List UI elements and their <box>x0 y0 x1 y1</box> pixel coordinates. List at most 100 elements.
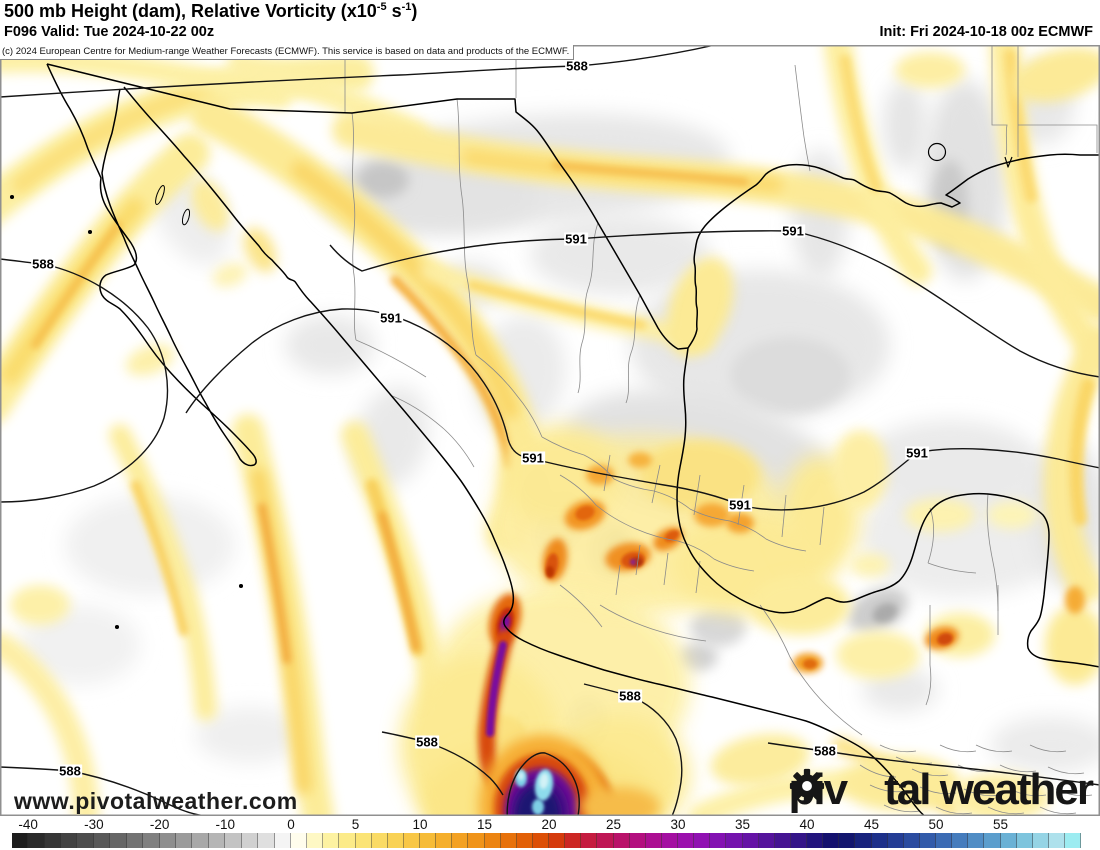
colorbar-cell <box>436 833 453 848</box>
colorbar-cell <box>452 833 469 848</box>
colorbar-cell <box>355 833 372 848</box>
colorbar-cell <box>339 833 356 848</box>
colorbar-cell <box>549 833 566 848</box>
colorbar-tick: 45 <box>863 817 880 832</box>
colorbar-cell <box>936 833 953 848</box>
colorbar-cell <box>968 833 985 848</box>
colorbar-cell <box>44 833 62 848</box>
colorbar-cell <box>159 833 177 848</box>
colorbar-cell <box>903 833 920 848</box>
colorbar-cell <box>61 833 78 848</box>
colorbar-tick: 0 <box>287 817 295 832</box>
colorbar-tick: 50 <box>928 817 944 832</box>
colorbar-tick: 10 <box>412 817 428 832</box>
colorbar-cell <box>192 833 209 848</box>
colorbar-cell <box>126 833 144 848</box>
colorbar-cell <box>371 833 388 848</box>
colorbar-tick: 55 <box>992 817 1009 832</box>
colorbar-cell <box>484 833 501 848</box>
contour-label: 588 <box>58 763 82 779</box>
colorbar-cell <box>403 833 420 848</box>
contour-label: 588 <box>618 688 642 704</box>
colorbar-cell <box>952 833 969 848</box>
colorbar-cell <box>468 833 485 848</box>
colorbar-cell <box>387 833 404 848</box>
colorbar-cell <box>1048 833 1065 848</box>
colorbar-cell <box>1000 833 1017 848</box>
colorbar-cell <box>110 833 127 848</box>
colorbar-tick: -20 <box>149 817 170 832</box>
page-title: 500 mb Height (dam), Relative Vorticity … <box>4 1 418 21</box>
hurricane-vorticity-core <box>478 628 660 816</box>
colorbar-tick: 15 <box>476 817 493 832</box>
contour-label: 591 <box>379 310 403 326</box>
colorbar-cell <box>790 833 807 848</box>
colorbar-cell <box>1032 833 1049 848</box>
title-superscript: -1 <box>401 1 412 13</box>
colorbar-cell <box>581 833 598 848</box>
colorbar-tick: -10 <box>215 817 236 832</box>
colorbar-cell <box>291 833 308 848</box>
colorbar-tick: 20 <box>541 817 557 832</box>
state-borders <box>344 45 1098 815</box>
colorbar-cell <box>871 833 888 848</box>
colorbar-cell <box>143 833 160 848</box>
colorbar-cell <box>807 833 824 848</box>
logo-text: tal weather <box>884 765 1094 814</box>
colorbar-cell <box>694 833 711 848</box>
colorbar-tick-labels: -40 -30 -20 -10 0 5 10 15 20 25 30 35 40 45 50 55 <box>0 816 1100 833</box>
colorbar-cell <box>613 833 630 848</box>
colorbar-cell <box>984 833 1001 848</box>
colorbar-cell <box>1016 833 1033 848</box>
pivotal-weather-logo: piv tal weather <box>789 765 1094 814</box>
vorticity-maxima-layer <box>488 452 1085 673</box>
colorbar-cell <box>307 833 324 848</box>
coastlines <box>9 63 1100 816</box>
contour-label: 588 <box>415 734 439 750</box>
colorbar-cell <box>11 833 29 848</box>
colorbar-cell <box>532 833 549 848</box>
colorbar-cell <box>645 833 662 848</box>
colorbar-cell <box>726 833 743 848</box>
colorbar <box>0 833 1100 848</box>
colorbar-cell <box>597 833 614 848</box>
colorbar-tick: 35 <box>734 817 751 832</box>
colorbar-tick: -40 <box>18 817 38 832</box>
colorbar-cell <box>839 833 856 848</box>
colorbar-cell <box>241 833 259 848</box>
gear-icon <box>789 768 883 810</box>
contour-label: 588 <box>813 743 837 759</box>
weather-map-svg <box>0 45 1100 816</box>
contour-label: 591 <box>781 223 805 239</box>
colorbar-cell <box>919 833 936 848</box>
colorbar-cell <box>678 833 695 848</box>
colorbar-cell <box>77 833 94 848</box>
colorbar-tick: 40 <box>799 817 815 832</box>
contour-label: 591 <box>728 497 752 513</box>
colorbar-cell <box>208 833 226 848</box>
colorbar-cell <box>516 833 533 848</box>
colorbar-cell <box>225 833 242 848</box>
colorbar-cell <box>274 833 291 848</box>
colorbar-legend: -40 -30 -20 -10 0 5 10 15 20 25 30 35 40 45 50 55 <box>0 816 1100 850</box>
title-superscript: -5 <box>376 1 387 13</box>
init-time-label: Init: Fri 2024-10-18 00z ECMWF <box>879 24 1093 40</box>
colorbar-cell <box>758 833 775 848</box>
colorbar-cell <box>323 833 340 848</box>
colorbar-cell <box>1065 833 1082 848</box>
colorbar-cell <box>176 833 193 848</box>
watermark-url: www.pivotalweather.com <box>14 788 298 814</box>
contour-label: 591 <box>564 231 588 247</box>
colorbar-tick: 5 <box>351 817 360 832</box>
colorbar-cell <box>710 833 727 848</box>
colorbar-cell <box>661 833 678 848</box>
colorbar-cell <box>420 833 437 848</box>
valid-time-label: F096 Valid: Tue 2024-10-22 00z <box>4 24 215 40</box>
colorbar-cell <box>823 833 840 848</box>
colorbar-cell <box>28 833 45 848</box>
header: 500 mb Height (dam), Relative Vorticity … <box>0 0 1100 45</box>
colorbar-tick: 25 <box>605 817 622 832</box>
colorbar-cell <box>629 833 646 848</box>
weather-map: 588 588 591 591 591 591 591 591 588 588 588 588 (c)… <box>0 45 1100 816</box>
